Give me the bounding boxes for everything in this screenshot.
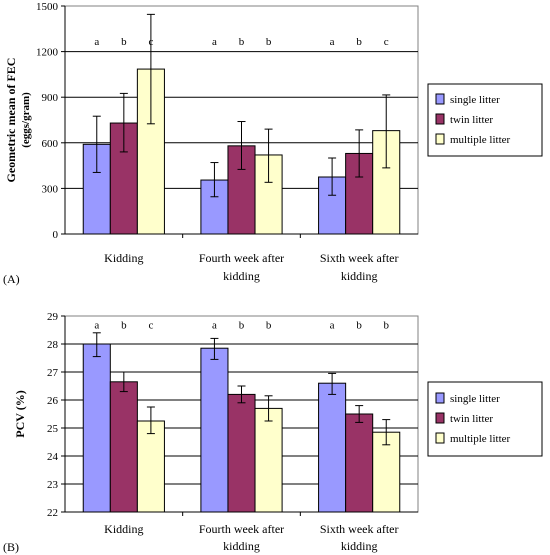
category-label: Kidding bbox=[104, 251, 143, 265]
legend-swatch bbox=[435, 93, 445, 105]
category-label: Fourth week after bbox=[199, 251, 284, 265]
legend-label: multiple litter bbox=[450, 134, 511, 146]
bar bbox=[109, 381, 138, 513]
legend-box bbox=[427, 381, 543, 457]
bar bbox=[136, 68, 165, 235]
panel-a-chart: 0 300 600 900 1200 1500 a b c Kidding a b b Fourth we… bbox=[3, 1, 543, 286]
significance-letter: b bbox=[121, 319, 127, 331]
significance-letter: a bbox=[94, 319, 99, 331]
category-label: kidding bbox=[223, 539, 260, 553]
significance-letter: a bbox=[212, 319, 217, 331]
significance-letter: b bbox=[121, 36, 127, 48]
legend-swatch bbox=[435, 113, 445, 125]
panel-label: (A) bbox=[3, 272, 20, 286]
category-label: Sixth week after bbox=[320, 251, 399, 265]
legend-swatch bbox=[435, 133, 445, 145]
bar bbox=[82, 343, 111, 513]
significance-letter: c bbox=[148, 36, 153, 48]
legend: single litter twin litter multiple litter bbox=[427, 381, 543, 457]
y-tick-label: 27 bbox=[47, 367, 59, 379]
y-axis-label: PCV (%) bbox=[13, 390, 27, 437]
y-axis-label: Geometric mean of FEC bbox=[4, 58, 18, 183]
category-label: kidding bbox=[223, 269, 260, 283]
significance-letter: b bbox=[356, 319, 362, 331]
significance-letter: a bbox=[94, 36, 99, 48]
y-tick-label: 900 bbox=[42, 92, 59, 104]
significance-letter: b bbox=[239, 319, 245, 331]
y-tick-label: 22 bbox=[47, 507, 58, 519]
legend-label: single litter bbox=[450, 94, 500, 106]
significance-letter: b bbox=[266, 319, 272, 331]
y-tick-label: 600 bbox=[42, 138, 59, 150]
significance-letter: a bbox=[330, 319, 335, 331]
y-tick-label: 24 bbox=[47, 451, 59, 463]
legend-label: multiple litter bbox=[450, 433, 511, 445]
bar bbox=[200, 347, 229, 513]
significance-letter: c bbox=[148, 319, 153, 331]
legend-label: single litter bbox=[450, 393, 500, 405]
category-label: Kidding bbox=[104, 522, 143, 536]
y-tick-label: 26 bbox=[47, 395, 59, 407]
legend-label: twin litter bbox=[450, 114, 493, 126]
significance-letter: b bbox=[383, 319, 389, 331]
significance-letter: b bbox=[239, 36, 245, 48]
significance-letter: a bbox=[212, 36, 217, 48]
bar bbox=[318, 382, 347, 513]
bar bbox=[345, 413, 374, 513]
significance-letter: b bbox=[266, 36, 272, 48]
bar bbox=[372, 431, 401, 513]
y-tick-label: 25 bbox=[47, 423, 59, 435]
bar bbox=[200, 179, 229, 235]
y-tick-label: 1500 bbox=[36, 1, 59, 13]
significance-letter: a bbox=[330, 36, 335, 48]
panel-b-chart: 22 23 24 25 26 27 28 29 a b c Kidding a b b Fourth week… bbox=[3, 311, 543, 554]
y-axis-units: (eggs/gram) bbox=[20, 92, 32, 148]
y-tick-label: 300 bbox=[42, 183, 59, 195]
legend-box bbox=[427, 83, 543, 157]
category-label: kidding bbox=[341, 269, 378, 283]
y-tick-label: 28 bbox=[47, 339, 59, 351]
y-tick-label: 0 bbox=[53, 229, 59, 241]
y-tick-label: 29 bbox=[47, 311, 59, 323]
legend-swatch bbox=[435, 392, 445, 404]
legend-label: twin litter bbox=[450, 413, 493, 425]
category-label: Fourth week after bbox=[199, 522, 284, 536]
significance-letter: b bbox=[356, 36, 362, 48]
bar bbox=[136, 420, 165, 513]
legend-swatch bbox=[435, 432, 445, 444]
legend-swatch bbox=[435, 412, 445, 424]
y-tick-label: 23 bbox=[47, 479, 59, 491]
bar bbox=[254, 407, 283, 513]
y-tick-label: 1200 bbox=[36, 47, 59, 59]
legend: single litter twin litter multiple litter bbox=[427, 83, 543, 157]
bar bbox=[227, 393, 256, 513]
category-label: Sixth week after bbox=[320, 522, 399, 536]
panel-label: (B) bbox=[3, 540, 19, 554]
significance-letter: c bbox=[384, 36, 389, 48]
category-label: kidding bbox=[341, 539, 378, 553]
